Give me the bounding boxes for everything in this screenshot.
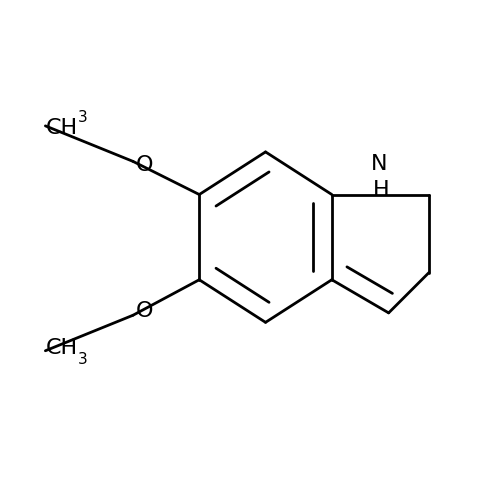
Text: CH: CH (46, 118, 78, 138)
Text: H: H (373, 180, 390, 200)
Text: O: O (136, 155, 153, 175)
Text: O: O (136, 301, 153, 321)
Text: N: N (371, 154, 388, 174)
Text: CH: CH (46, 338, 78, 358)
Text: 3: 3 (78, 110, 87, 125)
Text: 3: 3 (78, 352, 87, 367)
